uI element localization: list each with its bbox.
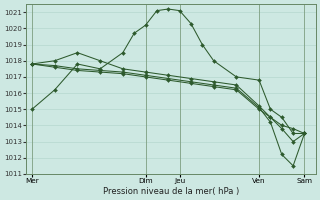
X-axis label: Pression niveau de la mer( hPa ): Pression niveau de la mer( hPa )	[103, 187, 239, 196]
